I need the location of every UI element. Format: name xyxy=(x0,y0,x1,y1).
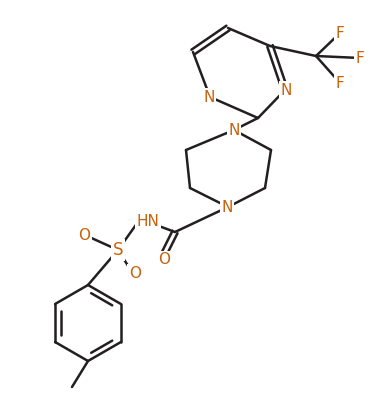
Text: N: N xyxy=(280,82,292,97)
Text: F: F xyxy=(336,76,344,91)
Text: O: O xyxy=(78,227,90,242)
Text: N: N xyxy=(228,122,240,137)
Text: O: O xyxy=(158,253,170,268)
Text: N: N xyxy=(221,200,233,215)
Text: HN: HN xyxy=(137,213,159,228)
Text: F: F xyxy=(336,25,344,40)
Text: O: O xyxy=(129,265,141,280)
Text: N: N xyxy=(203,89,215,105)
Text: S: S xyxy=(113,241,123,259)
Text: F: F xyxy=(356,51,364,65)
